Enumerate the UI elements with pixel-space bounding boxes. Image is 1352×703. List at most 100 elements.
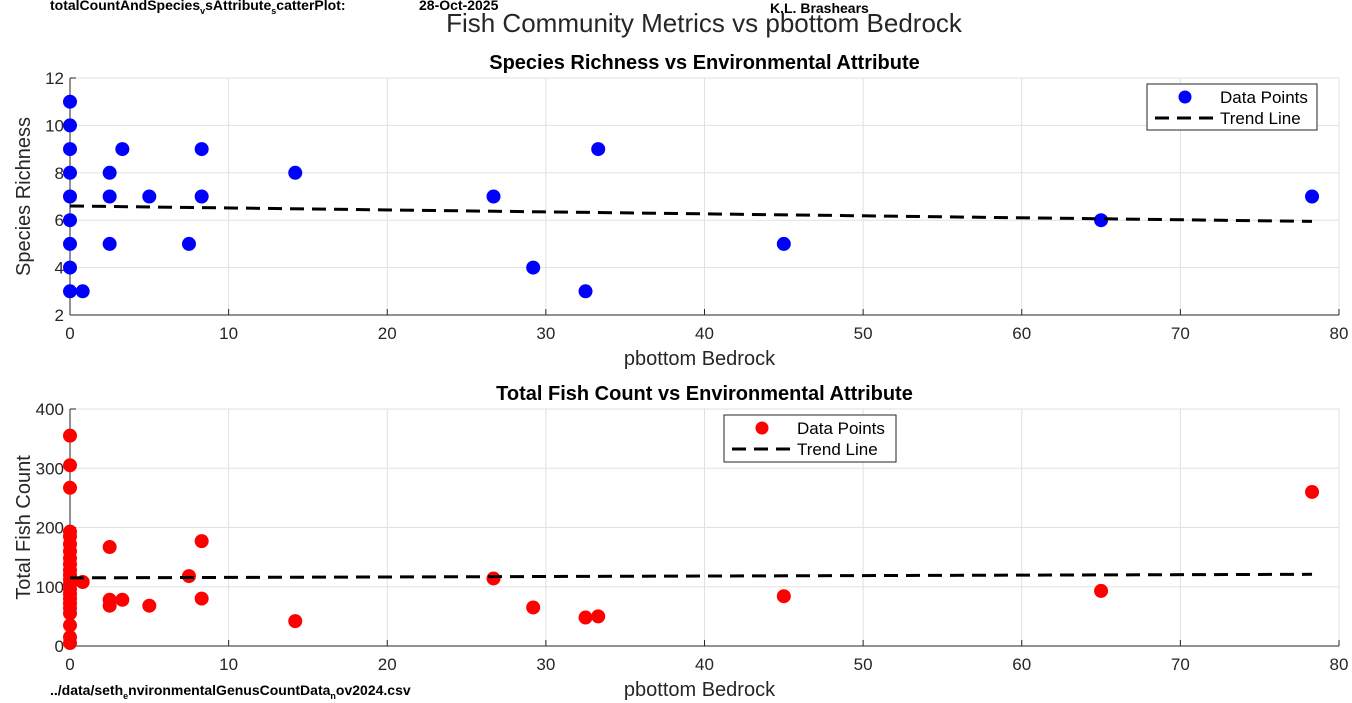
- data-point: [1094, 213, 1109, 228]
- header-author: K.L. Brashears: [770, 0, 869, 16]
- file-name-subscript: e: [123, 690, 129, 701]
- data-point: [63, 118, 77, 133]
- data-point: [142, 598, 157, 613]
- header-script-name: totalCountAndSpeciesvsAttributescatterPl…: [50, 0, 346, 16]
- data-point: [526, 600, 541, 615]
- data-point: [63, 636, 77, 651]
- x-axis-label: pbottom Bedrock: [624, 348, 776, 370]
- header-date: 28-Oct-2025: [419, 0, 499, 13]
- x-tick-label: 70: [1171, 655, 1190, 674]
- x-tick-label: 10: [219, 655, 238, 674]
- x-tick-label: 50: [854, 324, 873, 343]
- x-tick-label: 80: [1330, 324, 1349, 343]
- data-point: [578, 284, 593, 299]
- subplot-title: Species Richness vs Environmental Attrib…: [489, 52, 920, 74]
- data-point: [288, 165, 303, 180]
- data-point: [115, 142, 130, 157]
- legend-box: [1146, 83, 1318, 131]
- x-tick-label: 20: [378, 324, 397, 343]
- data-point: [102, 189, 117, 204]
- x-tick-label: 60: [1012, 324, 1031, 343]
- data-point: [1094, 583, 1109, 598]
- trend-line: [69, 572, 1313, 580]
- data-point: [776, 589, 791, 604]
- x-tick-label: 50: [854, 655, 873, 674]
- x-axis-label: pbottom Bedrock: [624, 679, 776, 701]
- data-point: [63, 165, 77, 180]
- legend-label: Data Points: [1220, 88, 1308, 107]
- data-point: [591, 142, 606, 157]
- y-tick-label: 400: [36, 400, 64, 419]
- script-name-part: sAttribute: [205, 0, 272, 13]
- file-name-subscript: n: [330, 690, 336, 701]
- data-point: [1305, 484, 1320, 499]
- data-point: [63, 606, 77, 621]
- file-name-part: nvironmentalGenusCountData: [128, 682, 331, 698]
- data-point: [115, 592, 130, 607]
- legend-box: [723, 414, 897, 463]
- data-point: [63, 428, 77, 443]
- data-point: [63, 236, 77, 251]
- x-tick-label: 30: [536, 324, 555, 343]
- data-point: [102, 540, 117, 555]
- y-tick-label: 4: [55, 259, 64, 278]
- data-point: [288, 614, 303, 629]
- data-point: [63, 142, 77, 157]
- x-tick-label: 40: [695, 324, 714, 343]
- total-fish-count-plot: 0 10 20 30 40 50 60 70 80 0 100 200 300 400 pbottom Be…: [13, 383, 1348, 701]
- x-tick-label: 0: [65, 324, 74, 343]
- data-point: [102, 236, 117, 251]
- data-point: [63, 480, 77, 495]
- species-richness-plot: 0 10 20 30 40 50 60 70 80 2 4 6 8 10 12 pbottom Bedrock…: [13, 52, 1348, 370]
- data-point: [486, 189, 501, 204]
- x-tick-label: 60: [1012, 655, 1031, 674]
- y-tick-label: 2: [55, 306, 64, 325]
- y-axis-label: Total Fish Count: [13, 455, 35, 600]
- legend: Data Points Trend Line: [1146, 83, 1318, 131]
- data-point: [578, 610, 593, 625]
- data-point: [75, 284, 90, 299]
- data-point: [526, 260, 541, 275]
- x-tick-label: 10: [219, 324, 238, 343]
- data-point: [1305, 189, 1320, 204]
- data-point: [181, 236, 196, 251]
- data-point: [63, 94, 77, 109]
- data-point: [194, 189, 209, 204]
- y-axis-label: Species Richness: [13, 117, 35, 276]
- data-point: [776, 236, 791, 251]
- x-tick-label: 40: [695, 655, 714, 674]
- y-tick-label: 0: [55, 637, 64, 656]
- legend-marker: [1178, 90, 1192, 104]
- script-name-part: catterPlot:: [276, 0, 346, 13]
- legend-marker: [755, 421, 769, 435]
- data-point: [63, 458, 77, 473]
- legend-label: Data Points: [797, 419, 885, 438]
- file-name-part: ../data/seth: [50, 682, 124, 698]
- y-tick-label: 100: [36, 578, 64, 597]
- y-tick-label: 6: [55, 211, 64, 230]
- subplot-title: Total Fish Count vs Environmental Attrib…: [496, 383, 913, 405]
- data-point: [194, 534, 209, 549]
- data-point: [486, 571, 501, 586]
- data-point: [102, 165, 117, 180]
- data-point: [194, 142, 209, 157]
- script-name-subscript: s: [271, 5, 277, 16]
- x-tick-label: 70: [1171, 324, 1190, 343]
- data-point: [142, 189, 157, 204]
- legend: Data Points Trend Line: [723, 414, 897, 463]
- y-tick-label: 12: [45, 69, 64, 88]
- data-point: [591, 609, 606, 624]
- y-tick-label: 8: [55, 164, 64, 183]
- file-name-part: ov2024.csv: [335, 682, 411, 698]
- x-tick-label: 30: [536, 655, 555, 674]
- data-point: [63, 260, 77, 275]
- data-point: [194, 591, 209, 606]
- data-point: [63, 284, 77, 299]
- y-tick-label: 10: [45, 116, 64, 135]
- x-tick-label: 80: [1330, 655, 1349, 674]
- y-tick-label: 200: [36, 519, 64, 538]
- data-point: [63, 618, 77, 633]
- data-point: [63, 213, 77, 228]
- x-tick-label: 0: [65, 655, 74, 674]
